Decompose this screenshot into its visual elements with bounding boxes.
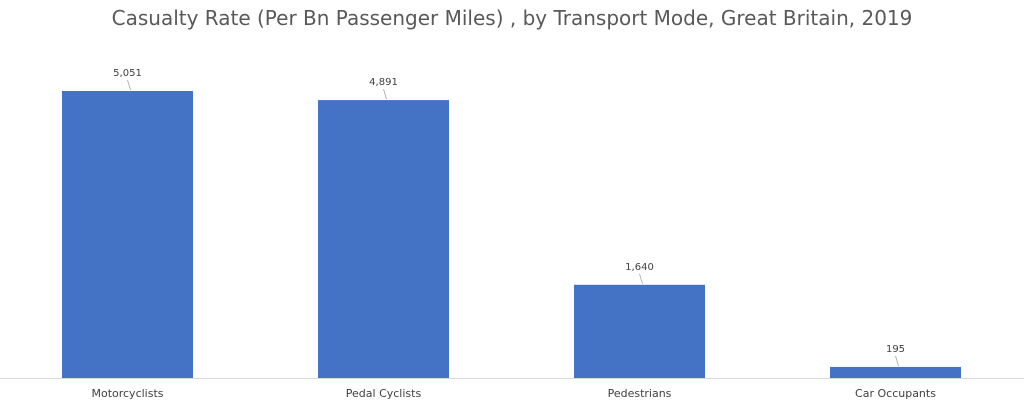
bar-motorcyclists: [62, 91, 193, 378]
data-labels-group: 5,051 4,891 1,640 195: [113, 68, 905, 367]
category-labels-group: Motorcyclists Pedal Cyclists Pedestrians Ca…: [91, 387, 936, 400]
data-label-leader-line: [127, 79, 131, 91]
data-label-leader-line: [383, 88, 387, 100]
data-label-leader-line: [639, 273, 643, 284]
data-label: 4,891: [369, 77, 398, 88]
data-label: 1,640: [625, 262, 654, 273]
data-label: 5,051: [113, 68, 142, 79]
bars-group: [62, 91, 961, 378]
bar-pedestrians: [574, 284, 705, 378]
data-label: 195: [886, 344, 905, 355]
x-tick-label: Pedal Cyclists: [346, 387, 422, 400]
data-label-leader-line: [895, 355, 899, 367]
x-tick-label: Motorcyclists: [91, 387, 163, 400]
bar-pedal-cyclists: [318, 100, 449, 378]
bar-car-occupants: [830, 366, 961, 378]
chart-title: Casualty Rate (Per Bn Passenger Miles) ,…: [111, 6, 913, 30]
x-tick-label: Car Occupants: [855, 387, 936, 400]
x-tick-label: Pedestrians: [608, 387, 672, 400]
